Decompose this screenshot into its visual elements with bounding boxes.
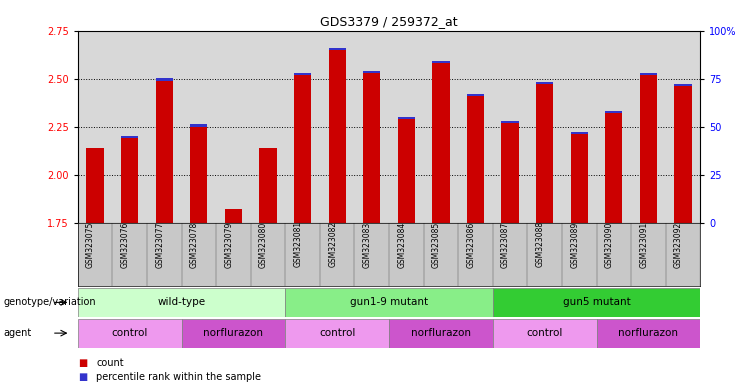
- Text: norflurazon: norflurazon: [411, 328, 471, 338]
- Text: percentile rank within the sample: percentile rank within the sample: [96, 372, 262, 382]
- Bar: [87, 148, 104, 223]
- Text: control: control: [319, 328, 356, 338]
- Bar: [597, 319, 700, 348]
- Bar: [78, 319, 182, 348]
- Bar: [190, 124, 207, 127]
- Bar: [398, 117, 415, 119]
- Bar: [156, 78, 173, 81]
- Text: count: count: [96, 358, 124, 368]
- Bar: [78, 288, 285, 317]
- Bar: [225, 209, 242, 223]
- Text: wild-type: wild-type: [158, 297, 205, 308]
- Bar: [432, 63, 450, 223]
- Text: ■: ■: [78, 358, 87, 368]
- Bar: [605, 113, 622, 223]
- Text: norflurazon: norflurazon: [619, 328, 678, 338]
- Bar: [259, 148, 276, 223]
- Bar: [493, 288, 700, 317]
- Bar: [571, 132, 588, 134]
- Bar: [389, 319, 493, 348]
- Title: GDS3379 / 259372_at: GDS3379 / 259372_at: [320, 15, 458, 28]
- Bar: [674, 84, 691, 86]
- Bar: [156, 81, 173, 223]
- Text: gun1-9 mutant: gun1-9 mutant: [350, 297, 428, 308]
- Bar: [432, 61, 450, 63]
- Bar: [639, 75, 657, 223]
- Bar: [285, 288, 493, 317]
- Bar: [363, 73, 380, 223]
- Bar: [674, 86, 691, 223]
- Bar: [467, 94, 484, 96]
- Text: ■: ■: [78, 372, 87, 382]
- Bar: [294, 75, 311, 223]
- Bar: [493, 319, 597, 348]
- Bar: [190, 127, 207, 223]
- Bar: [571, 134, 588, 223]
- Bar: [398, 119, 415, 223]
- Bar: [363, 71, 380, 73]
- Bar: [294, 73, 311, 75]
- Bar: [605, 111, 622, 113]
- Bar: [536, 84, 554, 223]
- Text: control: control: [526, 328, 563, 338]
- Text: genotype/variation: genotype/variation: [4, 297, 96, 308]
- Bar: [121, 136, 139, 138]
- Bar: [328, 48, 346, 50]
- Bar: [536, 82, 554, 84]
- Bar: [182, 319, 285, 348]
- Text: control: control: [111, 328, 148, 338]
- Bar: [502, 121, 519, 123]
- Bar: [502, 123, 519, 223]
- Bar: [639, 73, 657, 75]
- Text: gun5 mutant: gun5 mutant: [562, 297, 631, 308]
- Bar: [467, 96, 484, 223]
- Text: agent: agent: [4, 328, 32, 338]
- Text: norflurazon: norflurazon: [204, 328, 263, 338]
- Bar: [285, 319, 389, 348]
- Bar: [121, 138, 139, 223]
- Bar: [328, 50, 346, 223]
